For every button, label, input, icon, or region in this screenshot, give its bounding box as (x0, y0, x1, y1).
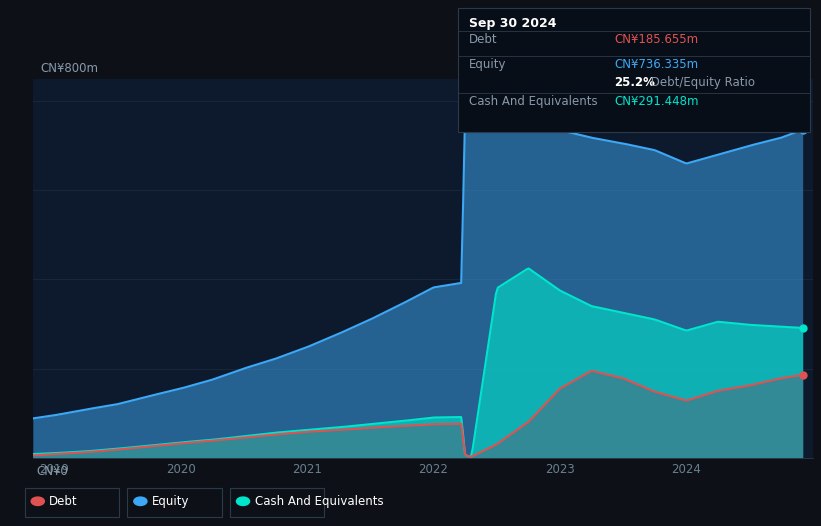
Text: CN¥736.335m: CN¥736.335m (614, 58, 698, 72)
Text: CN¥800m: CN¥800m (41, 62, 99, 75)
Text: Equity: Equity (152, 495, 190, 508)
Text: Cash And Equivalents: Cash And Equivalents (469, 95, 598, 108)
Text: Cash And Equivalents: Cash And Equivalents (255, 495, 383, 508)
Text: Equity: Equity (469, 58, 507, 72)
Text: Debt/Equity Ratio: Debt/Equity Ratio (647, 76, 755, 89)
Text: Sep 30 2024: Sep 30 2024 (469, 17, 557, 31)
Text: CN¥0: CN¥0 (37, 465, 68, 478)
Text: Debt: Debt (469, 33, 498, 46)
Text: Debt: Debt (49, 495, 78, 508)
Text: CN¥185.655m: CN¥185.655m (614, 33, 698, 46)
Text: 25.2%: 25.2% (614, 76, 655, 89)
Text: CN¥291.448m: CN¥291.448m (614, 95, 699, 108)
